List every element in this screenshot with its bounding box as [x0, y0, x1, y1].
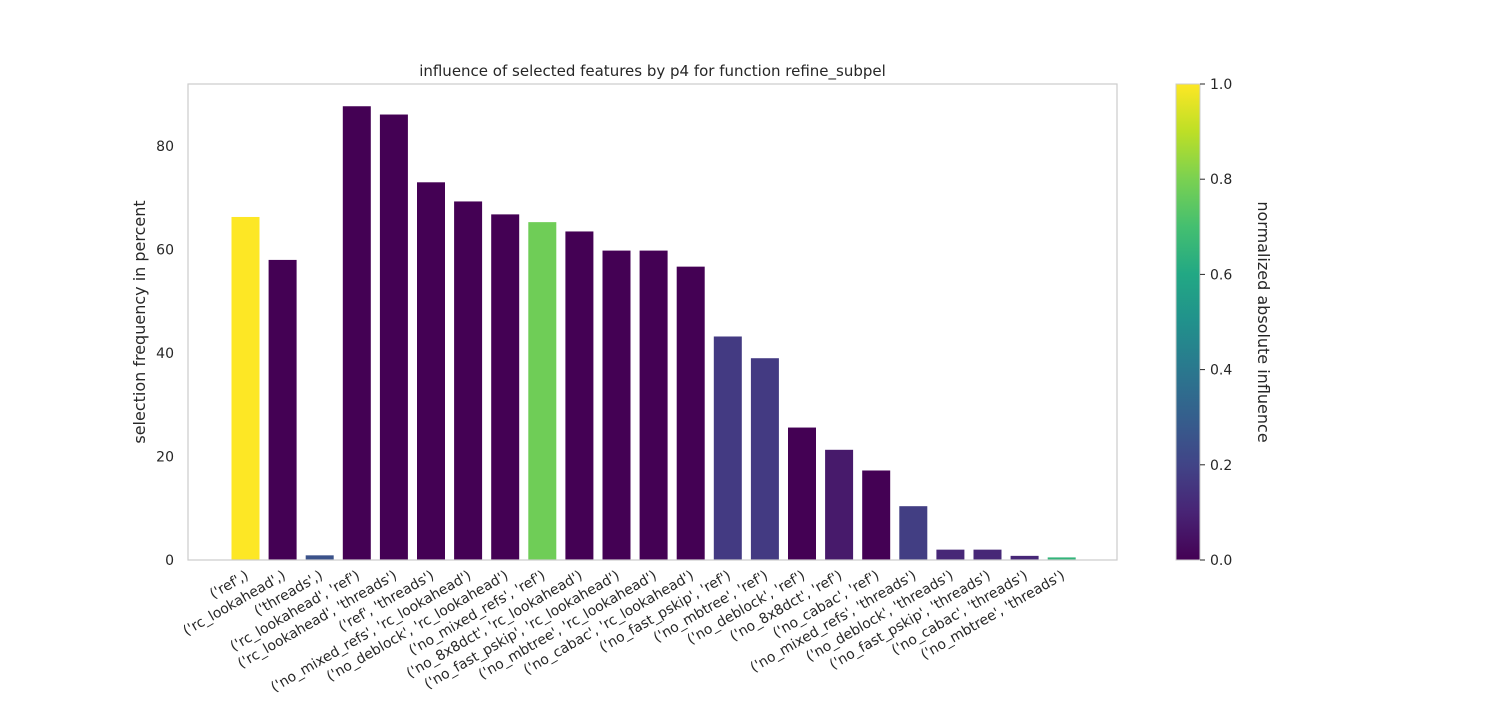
bar	[491, 214, 520, 560]
bar	[1010, 555, 1039, 560]
bars-group	[231, 106, 1076, 561]
bar	[342, 106, 371, 560]
bar	[825, 449, 854, 560]
colorbar	[1175, 83, 1201, 561]
bar	[750, 358, 779, 560]
bar	[676, 266, 705, 560]
bar	[973, 549, 1002, 560]
x-ticks-group: ('ref',)('rc_lookahead',)('threads',)('r…	[180, 568, 1067, 696]
colorbar-label: normalized absolute influence	[1254, 201, 1273, 442]
y-tick-label: 40	[156, 346, 174, 362]
colorbar-tick-label: 1.0	[1210, 77, 1232, 93]
y-tick-label: 60	[156, 243, 174, 259]
colorbar-tick-label: 0.0	[1210, 553, 1232, 569]
plot-frame	[187, 83, 1118, 561]
bar	[862, 470, 891, 560]
colorbar-tick-label: 0.2	[1210, 458, 1232, 474]
bar	[936, 549, 965, 560]
y-axis-label: selection frequency in percent	[130, 200, 149, 443]
colorbar-tick-label: 0.8	[1210, 172, 1232, 188]
bar	[454, 201, 483, 560]
y-ticks-group: 0 20 40 60 80	[156, 139, 174, 569]
bar	[268, 259, 297, 560]
bar	[788, 427, 816, 560]
bar	[417, 182, 445, 561]
bar	[528, 222, 557, 560]
bar	[379, 114, 408, 560]
chart-title: influence of selected features by p4 for…	[419, 62, 886, 81]
y-tick-label: 80	[156, 139, 174, 155]
bar	[231, 216, 260, 560]
bar	[565, 231, 594, 560]
bar	[713, 336, 742, 560]
bar	[602, 250, 631, 560]
bar	[899, 506, 928, 560]
bar	[1047, 557, 1076, 560]
colorbar-ticks-group: 0.0 0.2 0.4 0.6 0.8 1.0	[1200, 77, 1232, 569]
bar	[639, 250, 668, 560]
colorbar-tick-label: 0.6	[1210, 267, 1232, 283]
y-tick-label: 20	[156, 450, 174, 466]
colorbar-tick-label: 0.4	[1210, 363, 1232, 379]
bar	[305, 555, 334, 560]
y-tick-label: 0	[165, 553, 174, 569]
